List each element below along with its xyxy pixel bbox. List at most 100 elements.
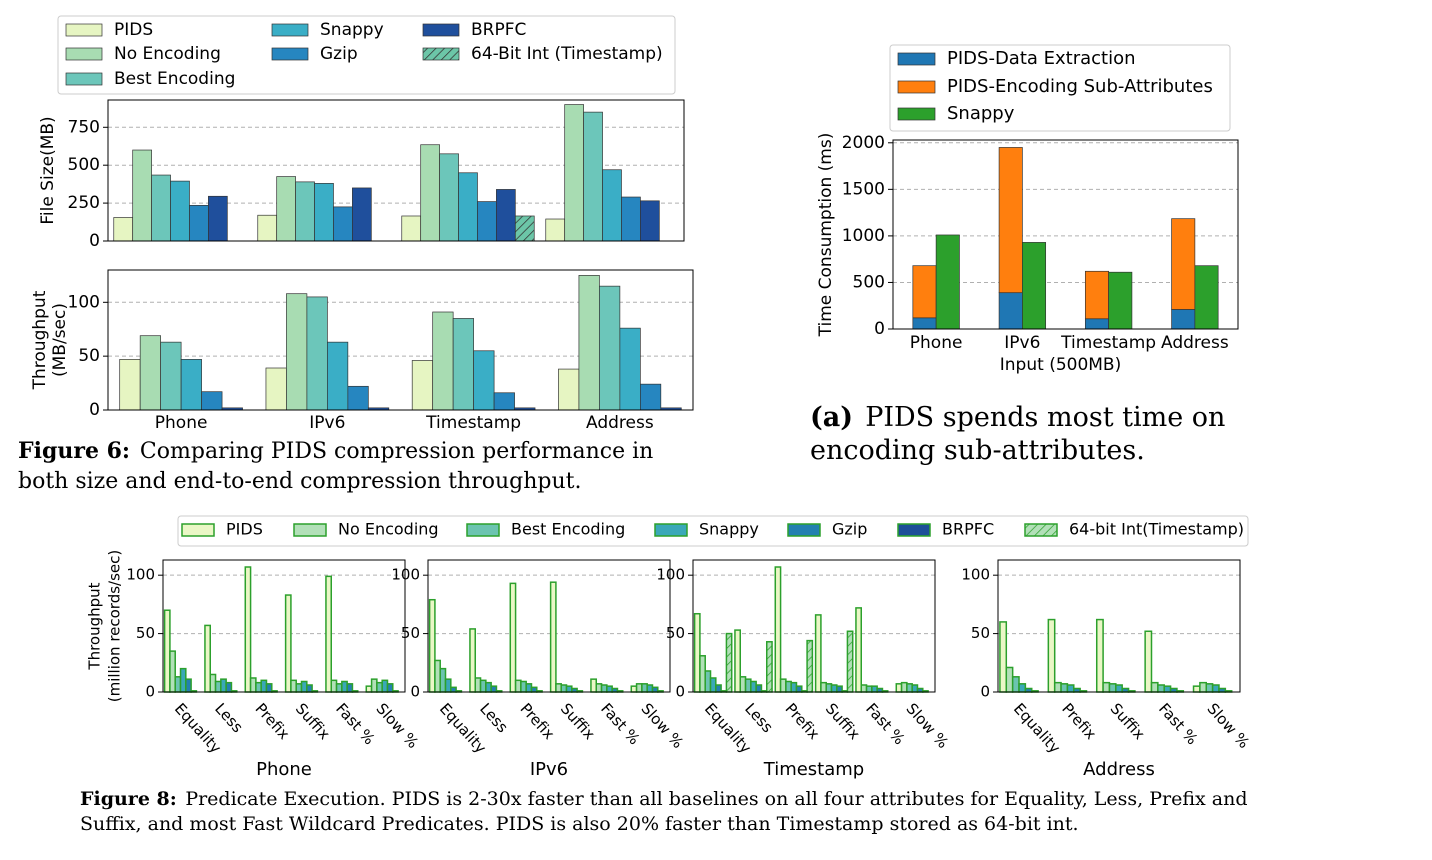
caption-line: Suffix, and most Fast Wildcard Predicate… xyxy=(80,813,1079,835)
x-tick-label: Address xyxy=(586,413,654,433)
bar xyxy=(180,359,202,411)
bar xyxy=(1115,684,1123,693)
bar xyxy=(520,680,527,693)
x-tick-label: Timestamp xyxy=(1060,333,1156,353)
bar xyxy=(255,681,262,693)
bar xyxy=(479,679,487,693)
bar xyxy=(201,391,223,411)
bar xyxy=(204,624,211,693)
bar xyxy=(249,677,257,693)
bar xyxy=(564,104,584,242)
x-tick-label: Slow % xyxy=(638,700,688,752)
legend-swatch xyxy=(897,107,936,121)
bar xyxy=(1073,687,1081,693)
legend-label: Gzip xyxy=(832,520,867,539)
bar xyxy=(220,678,227,693)
bar xyxy=(1053,681,1062,693)
bar xyxy=(428,598,436,693)
y-axis-label: (million records/sec) xyxy=(106,550,124,703)
bar xyxy=(545,218,566,242)
bar xyxy=(1157,684,1165,693)
legend-label: Best Encoding xyxy=(114,69,235,89)
bar xyxy=(493,392,515,411)
bar xyxy=(189,205,209,242)
bar xyxy=(474,677,482,693)
y-tick-label: 0 xyxy=(89,231,100,251)
bar xyxy=(469,628,476,693)
plot-frame xyxy=(892,139,1239,330)
bar xyxy=(365,685,373,693)
legend-swatch xyxy=(422,47,460,61)
x-tick-label: Equality xyxy=(1010,700,1064,757)
bar xyxy=(1171,218,1196,310)
bar xyxy=(225,681,233,693)
x-tick-label: Phone xyxy=(155,413,208,433)
legend-label: 64-Bit Int (Timestamp) xyxy=(471,44,663,64)
legend-label: PIDS xyxy=(226,520,263,539)
x-tick-label: Fast % xyxy=(862,700,908,749)
bar xyxy=(1022,242,1047,330)
caption-text: encoding sub-attributes. xyxy=(810,435,1145,466)
plot-frame xyxy=(107,269,694,411)
x-tick-label: Suffix xyxy=(1107,700,1149,744)
bar xyxy=(734,629,741,693)
legend-swatch xyxy=(65,23,103,37)
y-tick-label: 100 xyxy=(391,566,420,584)
x-axis-label: Input (500MB) xyxy=(1000,355,1121,375)
bar xyxy=(911,684,919,693)
legend-label: Best Encoding xyxy=(511,520,625,539)
plot-frame xyxy=(162,559,406,693)
bar xyxy=(600,684,608,693)
bar xyxy=(1102,681,1111,693)
bar xyxy=(439,153,459,242)
bar xyxy=(1108,271,1133,330)
bar xyxy=(715,684,722,693)
plot-frame xyxy=(692,559,936,693)
panel-title: IPv6 xyxy=(530,759,568,780)
legend-label: Snappy xyxy=(947,103,1015,124)
x-tick-label: Suffix xyxy=(557,700,599,744)
bar xyxy=(611,687,619,693)
bar xyxy=(916,687,924,693)
bar xyxy=(341,680,348,693)
legend-swatch xyxy=(787,523,821,537)
bar xyxy=(1024,687,1033,693)
bar xyxy=(1199,681,1208,693)
bar xyxy=(509,582,517,693)
bar xyxy=(325,575,332,693)
legend-swatch xyxy=(897,80,936,94)
bar xyxy=(739,676,747,693)
bar xyxy=(1169,687,1178,693)
bar xyxy=(599,285,621,411)
legend-swatch xyxy=(271,47,309,61)
x-tick-label: Phone xyxy=(910,333,963,353)
caption-label: Figure 8: xyxy=(80,788,177,810)
x-tick-label: Prefix xyxy=(252,700,294,743)
bar xyxy=(514,215,535,242)
legend-label: Snappy xyxy=(320,20,384,40)
legend-label: No Encoding xyxy=(338,520,439,539)
bar xyxy=(865,685,873,693)
bar xyxy=(260,679,268,693)
bar xyxy=(174,676,182,693)
y-tick-label: 100 xyxy=(126,566,155,584)
plot-frame xyxy=(997,559,1241,693)
bar xyxy=(999,621,1008,693)
bar xyxy=(693,612,701,693)
legend-label: No Encoding xyxy=(114,44,221,64)
x-tick-label: Slow % xyxy=(373,700,423,752)
bar xyxy=(825,683,833,693)
bar xyxy=(477,201,497,242)
y-axis-label: Throughput xyxy=(86,582,104,670)
bar xyxy=(595,683,603,693)
caption-line: (a) PIDS spends most time on xyxy=(810,402,1225,433)
bar xyxy=(790,681,798,693)
bar xyxy=(214,680,222,693)
bar xyxy=(830,684,838,693)
bar xyxy=(439,667,447,693)
x-tick-label: Prefix xyxy=(517,700,559,743)
x-tick-label: Suffix xyxy=(822,700,864,744)
bar xyxy=(295,181,315,242)
bar xyxy=(785,680,792,693)
